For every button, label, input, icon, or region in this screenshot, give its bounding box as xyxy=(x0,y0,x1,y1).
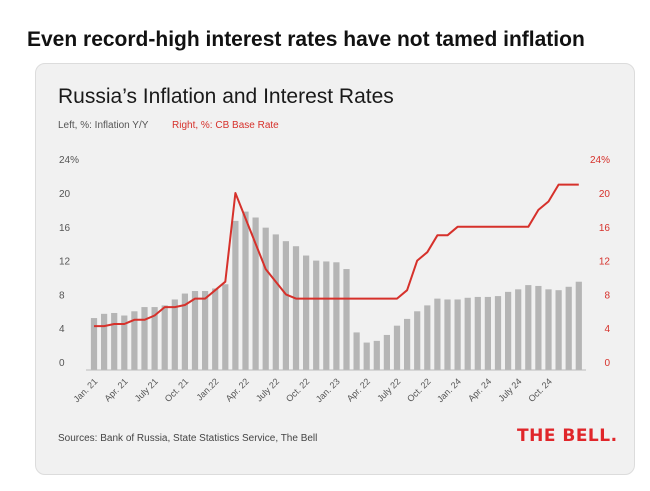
x-tick-label: Apr. 22 xyxy=(224,376,251,403)
inflation-bar xyxy=(141,307,148,370)
x-tick-label: Jan.22 xyxy=(194,376,220,402)
inflation-bar xyxy=(545,289,552,370)
inflation-bar xyxy=(515,289,522,370)
inflation-bar xyxy=(575,281,582,370)
inflation-bar xyxy=(505,291,512,370)
y-tick-right: 4 xyxy=(604,324,610,335)
inflation-bar xyxy=(121,315,128,370)
inflation-bar xyxy=(131,311,138,370)
chart-title: Russia’s Inflation and Interest Rates xyxy=(58,85,394,108)
base-rate-line xyxy=(94,183,579,328)
inflation-bar xyxy=(191,291,199,370)
inflation-bar xyxy=(484,296,491,370)
inflation-bar xyxy=(272,234,279,370)
inflation-bar xyxy=(464,297,471,370)
inflation-bar xyxy=(282,241,289,370)
y-tick-right: 20 xyxy=(599,189,611,200)
inflation-bar xyxy=(353,332,360,370)
inflation-bar xyxy=(363,342,370,370)
inflation-bar xyxy=(111,312,118,370)
inflation-bar xyxy=(535,285,542,370)
inflation-bar xyxy=(292,246,300,370)
x-tick-label: Oct. 24 xyxy=(526,376,554,404)
x-tick-label: July 21 xyxy=(133,376,160,403)
y-tick-right: 24% xyxy=(590,155,610,166)
y-tick-left: 0 xyxy=(59,358,65,369)
inflation-bar xyxy=(404,318,411,370)
y-tick-right: 16 xyxy=(599,223,611,234)
inflation-bar xyxy=(323,261,330,370)
y-tick-right: 0 xyxy=(604,358,610,369)
x-tick-label: Jan. 23 xyxy=(314,376,342,404)
inflation-bar xyxy=(232,220,239,370)
inflation-bar xyxy=(434,298,441,370)
inflation-bar xyxy=(242,211,249,370)
x-tick-label: July 24 xyxy=(496,376,523,403)
inflation-bar xyxy=(252,217,259,370)
inflation-bar xyxy=(393,325,401,370)
inflation-bar xyxy=(373,340,380,370)
inflation-bar xyxy=(383,334,390,370)
x-tick-label: July 22 xyxy=(375,376,402,403)
inflation-bar xyxy=(454,299,461,370)
inflation-bar xyxy=(313,260,320,370)
x-tick-label: Apr. 22 xyxy=(345,376,372,403)
inflation-bar xyxy=(303,255,310,370)
y-tick-left: 24% xyxy=(59,155,79,166)
x-tick-label: Jan. 24 xyxy=(435,376,463,404)
y-tick-left: 8 xyxy=(59,290,65,301)
y-tick-left: 20 xyxy=(59,189,71,200)
inflation-bar xyxy=(101,313,108,370)
x-tick-label: Jan. 21 xyxy=(71,376,99,404)
inflation-bar xyxy=(161,305,168,370)
inflation-bar xyxy=(414,311,421,370)
inflation-bar xyxy=(474,296,481,370)
legend-base-rate: Right, %: CB Base Rate xyxy=(172,120,279,131)
inflation-bar xyxy=(525,285,532,370)
inflation-bar xyxy=(181,293,188,370)
inflation-bar xyxy=(171,299,178,370)
y-tick-left: 4 xyxy=(59,324,65,335)
source-note: Sources: Bank of Russia, State Statistic… xyxy=(58,433,318,444)
inflation-bar xyxy=(494,296,502,370)
the-bell-logo: THE BELL. xyxy=(517,426,618,446)
inflation-bar xyxy=(333,262,340,370)
y-tick-right: 12 xyxy=(599,257,611,268)
inflation-bar xyxy=(424,305,431,370)
inflation-bar xyxy=(262,227,269,370)
legend-inflation: Left, %: Inflation Y/Y xyxy=(58,120,149,131)
inflation-bar xyxy=(212,288,219,370)
y-tick-left: 16 xyxy=(59,223,71,234)
inflation-bar xyxy=(565,286,572,370)
inflation-bar xyxy=(151,307,158,370)
x-tick-label: Apr. 24 xyxy=(466,376,493,403)
x-tick-label: Oct. 22 xyxy=(405,376,433,404)
inflation-bar xyxy=(90,318,98,370)
inflation-bar xyxy=(555,290,562,370)
x-tick-label: Apr. 21 xyxy=(102,376,129,403)
headline: Even record-high interest rates have not… xyxy=(27,28,585,51)
inflation-bar xyxy=(343,269,350,370)
y-tick-left: 12 xyxy=(59,257,71,268)
x-tick-label: July 22 xyxy=(254,376,281,403)
x-tick-label: Oct. 22 xyxy=(284,376,312,404)
y-tick-right: 8 xyxy=(604,290,610,301)
inflation-bar xyxy=(202,291,209,370)
x-tick-label: Oct. 21 xyxy=(163,376,191,404)
inflation-bar xyxy=(444,299,451,370)
inflation-bar xyxy=(222,284,229,370)
